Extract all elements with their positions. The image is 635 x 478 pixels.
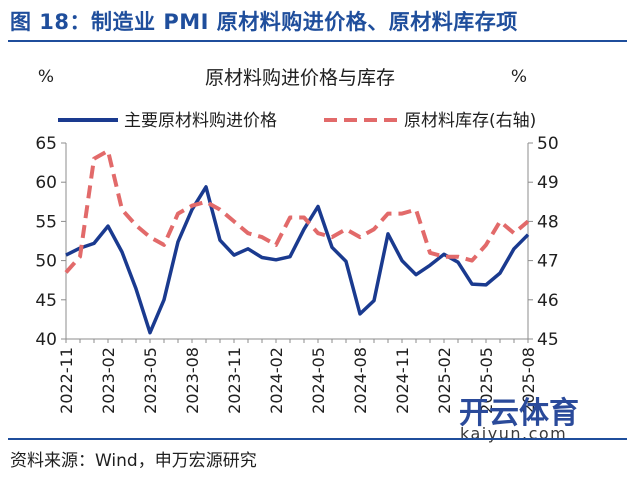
legend: 主要原材料购进价格 原材料库存(右轴) bbox=[58, 111, 536, 131]
left-axis-unit: % bbox=[38, 67, 54, 87]
watermark-url: kaiyun.com bbox=[460, 424, 568, 443]
x-tick-label: 2024-08 bbox=[351, 347, 370, 414]
source-divider bbox=[8, 438, 627, 440]
figure-title: 图 18：制造业 PMI 原材料购进价格、原材料库存项 bbox=[10, 10, 518, 34]
right-tick-label: 45 bbox=[537, 330, 559, 350]
series-line-inventory bbox=[64, 148, 530, 274]
x-tick-label: 2025-08 bbox=[519, 347, 538, 414]
right-tick-label: 46 bbox=[537, 291, 559, 311]
left-tick-label: 60 bbox=[35, 173, 57, 193]
x-tick-label: 2024-11 bbox=[393, 347, 412, 414]
title-underline bbox=[8, 40, 627, 42]
x-tick-label: 2025-02 bbox=[435, 347, 454, 414]
left-tick-label: 55 bbox=[35, 212, 57, 232]
legend-label-price: 主要原材料购进价格 bbox=[124, 111, 277, 131]
source-note: 资料来源：Wind，申万宏源研究 bbox=[10, 451, 257, 471]
right-tick-label: 50 bbox=[537, 134, 559, 154]
right-tick-label: 48 bbox=[537, 212, 559, 232]
legend-label-inventory: 原材料库存(右轴) bbox=[404, 111, 536, 131]
x-tick-label: 2024-05 bbox=[309, 347, 328, 414]
right-tick-label: 49 bbox=[537, 173, 559, 193]
x-tick-label: 2023-05 bbox=[141, 347, 160, 414]
watermark-brand: 开云体育 bbox=[459, 396, 579, 431]
x-tick-label: 2024-02 bbox=[267, 347, 286, 414]
series-line-price bbox=[65, 185, 530, 335]
x-tick-label: 2023-11 bbox=[225, 347, 244, 414]
series-lines bbox=[64, 148, 530, 335]
axes: 40 45 50 55 60 65 45 46 47 48 49 50 2022-11 2023-02 20… bbox=[35, 134, 558, 414]
x-tick-label: 2023-08 bbox=[183, 347, 202, 414]
left-tick-label: 45 bbox=[35, 291, 57, 311]
right-axis-unit: % bbox=[511, 67, 527, 87]
left-tick-label: 40 bbox=[35, 330, 57, 350]
left-tick-label: 50 bbox=[35, 252, 57, 272]
x-tick-label: 2025-05 bbox=[477, 347, 496, 414]
right-tick-label: 47 bbox=[537, 252, 559, 272]
x-tick-label: 2022-11 bbox=[57, 347, 76, 414]
x-tick-label: 2023-02 bbox=[99, 347, 118, 414]
chart-title: 原材料购进价格与库存 bbox=[205, 67, 395, 89]
left-tick-label: 65 bbox=[35, 134, 57, 154]
